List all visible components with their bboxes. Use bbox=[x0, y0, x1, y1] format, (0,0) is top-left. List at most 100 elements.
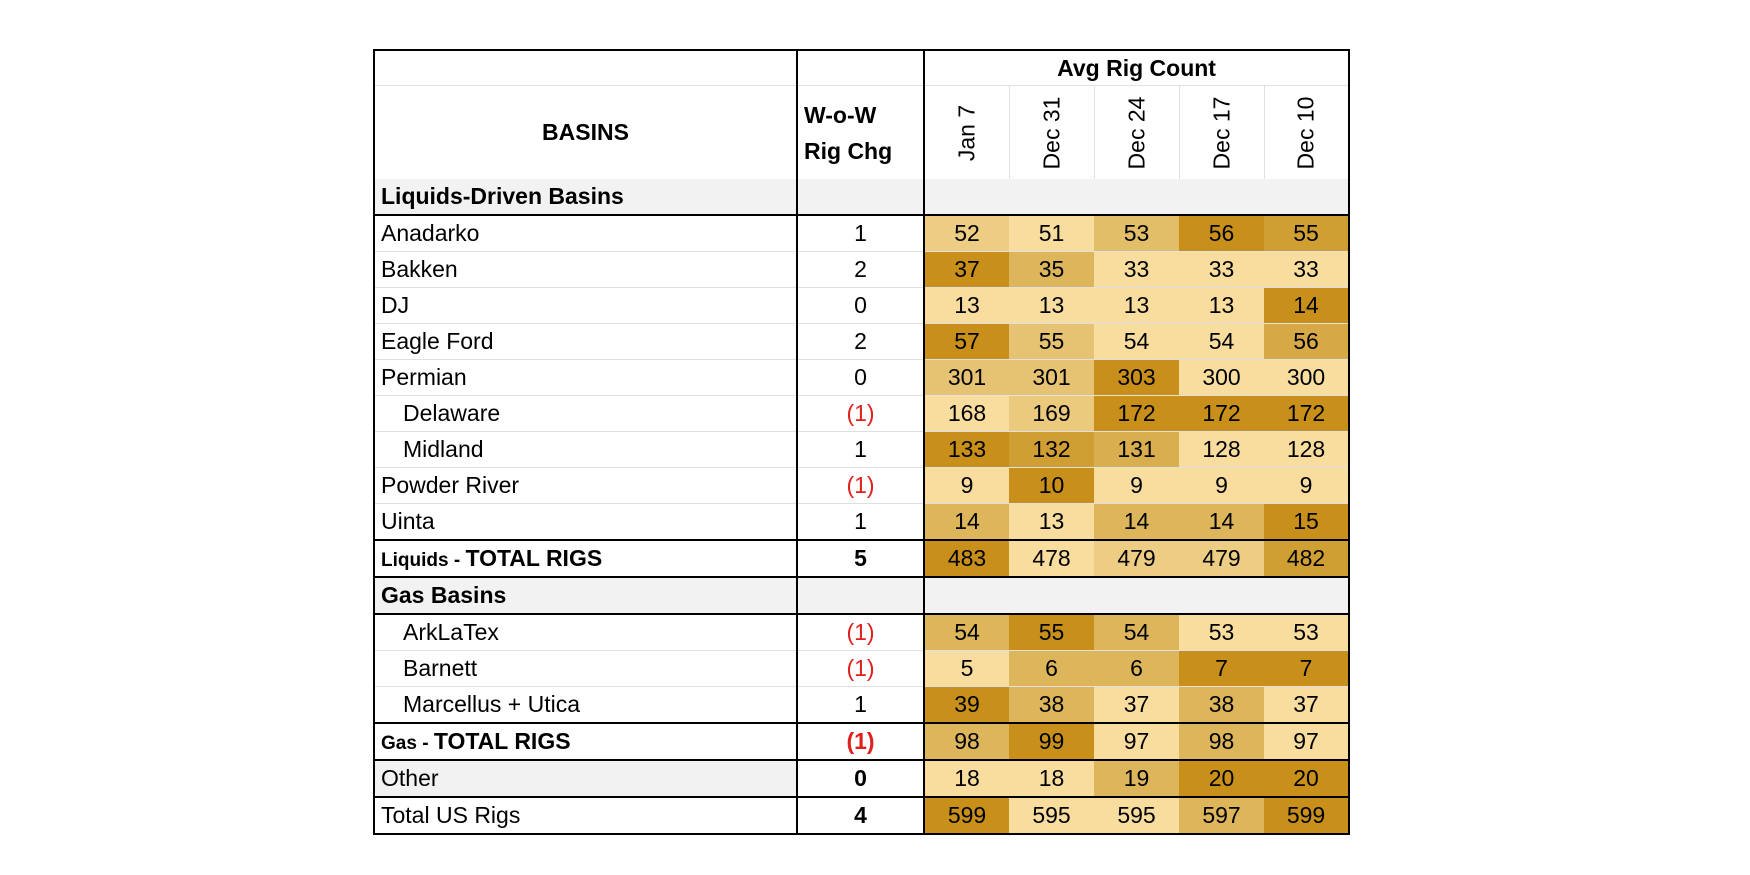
rig-count-cell: 54 bbox=[1094, 323, 1179, 360]
rig-count-cell: 39 bbox=[924, 686, 1009, 724]
basin-name: Barnett bbox=[373, 650, 797, 687]
table-row: Gas - TOTAL RIGS (1) 98 99 97 98 97 bbox=[373, 722, 1351, 761]
rig-count-cell: 595 bbox=[1094, 797, 1179, 835]
rig-count-cell: 300 bbox=[1179, 359, 1264, 396]
rig-count-cell: 9 bbox=[1264, 467, 1351, 504]
basin-name: Anadarko bbox=[373, 215, 797, 252]
rig-count-cell: 18 bbox=[1009, 760, 1094, 798]
basin-name: Midland bbox=[373, 431, 797, 468]
rig-table: Avg Rig Count BASINS W-o-W Rig Chg Jan 7… bbox=[373, 49, 1351, 835]
rig-count-cell: 300 bbox=[1264, 359, 1351, 396]
rig-count-cell: 53 bbox=[1179, 614, 1264, 651]
date-header: Dec 31 bbox=[1009, 85, 1095, 179]
rig-count-cell: 13 bbox=[1094, 287, 1179, 324]
rig-count-cell: 35 bbox=[1009, 251, 1094, 288]
rig-count-cell: 10 bbox=[1009, 467, 1094, 504]
rig-count-cell: 128 bbox=[1179, 431, 1264, 468]
wow-change-cell: 4 bbox=[796, 797, 925, 835]
wow-change-cell: (1) bbox=[796, 614, 925, 651]
wow-change-cell: (1) bbox=[796, 467, 925, 504]
rig-count-cell: 597 bbox=[1179, 797, 1264, 835]
table-row: Marcellus + Utica 1 39 38 37 38 37 bbox=[373, 686, 1351, 724]
rig-count-cell: 133 bbox=[924, 431, 1009, 468]
rig-count-cell: 57 bbox=[924, 323, 1009, 360]
rig-count-cell: 478 bbox=[1009, 539, 1094, 578]
rig-count-cell: 14 bbox=[924, 503, 1009, 541]
basin-name: Liquids - TOTAL RIGS bbox=[373, 539, 797, 578]
rig-count-cell: 599 bbox=[1264, 797, 1351, 835]
wow-change-cell bbox=[796, 577, 925, 615]
rig-count-cell: 172 bbox=[1179, 395, 1264, 432]
rig-count-cell: 37 bbox=[1264, 686, 1351, 724]
basin-name: Eagle Ford bbox=[373, 323, 797, 360]
rig-count-cell: 13 bbox=[1009, 287, 1094, 324]
date-header-label: Dec 17 bbox=[1208, 96, 1234, 169]
table-row: Uinta 1 14 13 14 14 15 bbox=[373, 503, 1351, 541]
wow-change-cell: 1 bbox=[796, 431, 925, 468]
header-group-row: Avg Rig Count bbox=[373, 49, 1351, 86]
rig-count-cell: 53 bbox=[1094, 215, 1179, 252]
basin-name: Other bbox=[373, 760, 797, 798]
basin-name: ArkLaTex bbox=[373, 614, 797, 651]
basin-name: Permian bbox=[373, 359, 797, 396]
rig-count-cell: 13 bbox=[1179, 287, 1264, 324]
section-row: Gas Basins bbox=[373, 577, 1351, 615]
rig-count-cell: 14 bbox=[1179, 503, 1264, 541]
rig-count-cell: 131 bbox=[1094, 431, 1179, 468]
rig-count-cell: 33 bbox=[1264, 251, 1351, 288]
basins-header: BASINS bbox=[373, 85, 797, 179]
date-header: Dec 17 bbox=[1179, 85, 1265, 179]
rig-count-cell: 56 bbox=[1264, 323, 1351, 360]
rig-count-cell: 18 bbox=[924, 760, 1009, 798]
rig-count-cell: 15 bbox=[1264, 503, 1351, 541]
basin-name: Gas - TOTAL RIGS bbox=[373, 722, 797, 761]
rig-count-cell: 55 bbox=[1264, 215, 1351, 252]
rig-count-cell: 97 bbox=[1264, 722, 1351, 761]
rig-count-cell: 99 bbox=[1009, 722, 1094, 761]
rig-count-table: Avg Rig Count BASINS W-o-W Rig Chg Jan 7… bbox=[373, 49, 1351, 835]
wow-change-cell: 1 bbox=[796, 503, 925, 541]
section-fill bbox=[924, 577, 1351, 615]
rig-count-cell: 479 bbox=[1179, 539, 1264, 578]
basin-name: Uinta bbox=[373, 503, 797, 541]
rig-count-cell: 52 bbox=[924, 215, 1009, 252]
rig-count-cell: 169 bbox=[1009, 395, 1094, 432]
rig-count-cell: 56 bbox=[1179, 215, 1264, 252]
wow-change-cell: 0 bbox=[796, 760, 925, 798]
wow-change-cell: 0 bbox=[796, 287, 925, 324]
wow-change-cell: 5 bbox=[796, 539, 925, 578]
rig-count-cell: 301 bbox=[924, 359, 1009, 396]
rig-count-cell: 483 bbox=[924, 539, 1009, 578]
rig-count-cell: 98 bbox=[924, 722, 1009, 761]
rig-count-cell: 55 bbox=[1009, 323, 1094, 360]
wow-change-cell bbox=[796, 179, 925, 216]
wow-change-cell: 2 bbox=[796, 251, 925, 288]
table-row: Permian 0 301 301 303 300 300 bbox=[373, 359, 1351, 396]
rig-count-cell: 37 bbox=[1094, 686, 1179, 724]
table-body: Liquids-Driven Basins Anadarko 1 52 51 53 56 55… bbox=[373, 179, 1351, 835]
rig-count-cell: 168 bbox=[924, 395, 1009, 432]
avg-rig-count-header: Avg Rig Count bbox=[924, 49, 1351, 86]
rig-count-cell: 172 bbox=[1094, 395, 1179, 432]
rig-count-cell: 479 bbox=[1094, 539, 1179, 578]
rig-count-cell: 482 bbox=[1264, 539, 1351, 578]
basin-name: Delaware bbox=[373, 395, 797, 432]
date-header: Dec 24 bbox=[1094, 85, 1180, 179]
rig-count-cell: 172 bbox=[1264, 395, 1351, 432]
date-header: Dec 10 bbox=[1264, 85, 1351, 179]
section-row: Liquids-Driven Basins bbox=[373, 179, 1351, 216]
date-header-label: Dec 10 bbox=[1292, 96, 1319, 169]
wow-change-cell: 1 bbox=[796, 215, 925, 252]
rig-count-cell: 599 bbox=[924, 797, 1009, 835]
section-fill bbox=[924, 179, 1351, 216]
table-row: Other 0 18 18 19 20 20 bbox=[373, 760, 1351, 798]
rig-count-cell: 19 bbox=[1094, 760, 1179, 798]
wow-change-header-line2: Rig Chg bbox=[804, 137, 893, 164]
rig-count-cell: 14 bbox=[1094, 503, 1179, 541]
basin-name: Bakken bbox=[373, 251, 797, 288]
rig-count-cell: 13 bbox=[924, 287, 1009, 324]
table-row: Barnett (1) 5 6 6 7 7 bbox=[373, 650, 1351, 687]
rig-count-cell: 97 bbox=[1094, 722, 1179, 761]
rig-count-cell: 98 bbox=[1179, 722, 1264, 761]
basin-name: Powder River bbox=[373, 467, 797, 504]
